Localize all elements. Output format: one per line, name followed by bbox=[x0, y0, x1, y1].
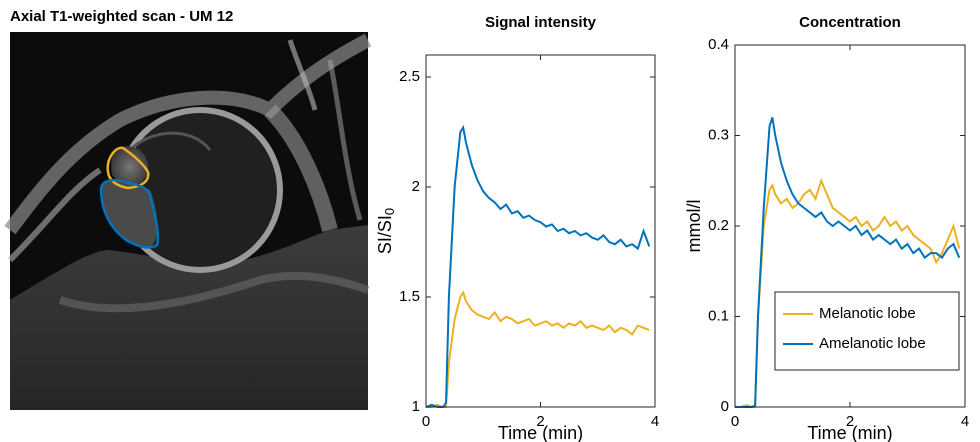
axes-box bbox=[425, 54, 656, 408]
mri-image bbox=[4, 32, 372, 410]
x-axis-label: Time (min) bbox=[498, 423, 583, 442]
chart-title: Signal intensity bbox=[485, 14, 597, 31]
y-tick-label: 0.1 bbox=[708, 307, 729, 324]
y-axis-label-text: mmol/l bbox=[684, 200, 704, 253]
chart: Concentration Time (min) mmol/l 0 0.1 0.2 0.3 0… bbox=[684, 14, 969, 442]
y-tick-label: 2 bbox=[412, 178, 420, 195]
legend-box bbox=[774, 291, 960, 371]
y-tick-label: 0.4 bbox=[708, 36, 729, 53]
y-tick-label: 1.5 bbox=[399, 288, 420, 305]
legend-label: Melanotic lobe bbox=[819, 305, 916, 322]
chart-title: Concentration bbox=[799, 14, 901, 31]
data-line bbox=[425, 124, 651, 408]
y-axis-label: SI/SI0 bbox=[375, 208, 398, 254]
x-tick-label: 2 bbox=[536, 413, 544, 430]
y-tick-label: 2.5 bbox=[399, 68, 420, 85]
image-title: Axial T1-weighted scan - UM 12 bbox=[10, 8, 233, 25]
y-tick-label: 1 bbox=[412, 398, 420, 415]
x-tick-label: 0 bbox=[422, 413, 430, 430]
x-tick-label: 4 bbox=[961, 413, 969, 430]
x-tick-label: 2 bbox=[846, 413, 854, 430]
legend: Melanotic lobe Amelanotic lobe bbox=[774, 291, 960, 371]
y-axis-label: mmol/l bbox=[684, 200, 704, 253]
y-tick-label: 0.2 bbox=[708, 217, 729, 234]
data-line bbox=[426, 290, 650, 408]
x-tick-label: 4 bbox=[651, 413, 659, 430]
x-tick-label: 0 bbox=[731, 413, 739, 430]
data-line bbox=[735, 117, 961, 408]
y-tick-label: 0 bbox=[721, 398, 729, 415]
legend-label: Amelanotic lobe bbox=[819, 335, 926, 352]
y-axis-label-subscript: 0 bbox=[382, 208, 397, 215]
x-axis-label: Time (min) bbox=[807, 423, 892, 442]
data-line bbox=[735, 177, 961, 408]
y-axis-label-text: SI/SI bbox=[375, 215, 395, 254]
y-tick-label: 0.3 bbox=[708, 126, 729, 143]
